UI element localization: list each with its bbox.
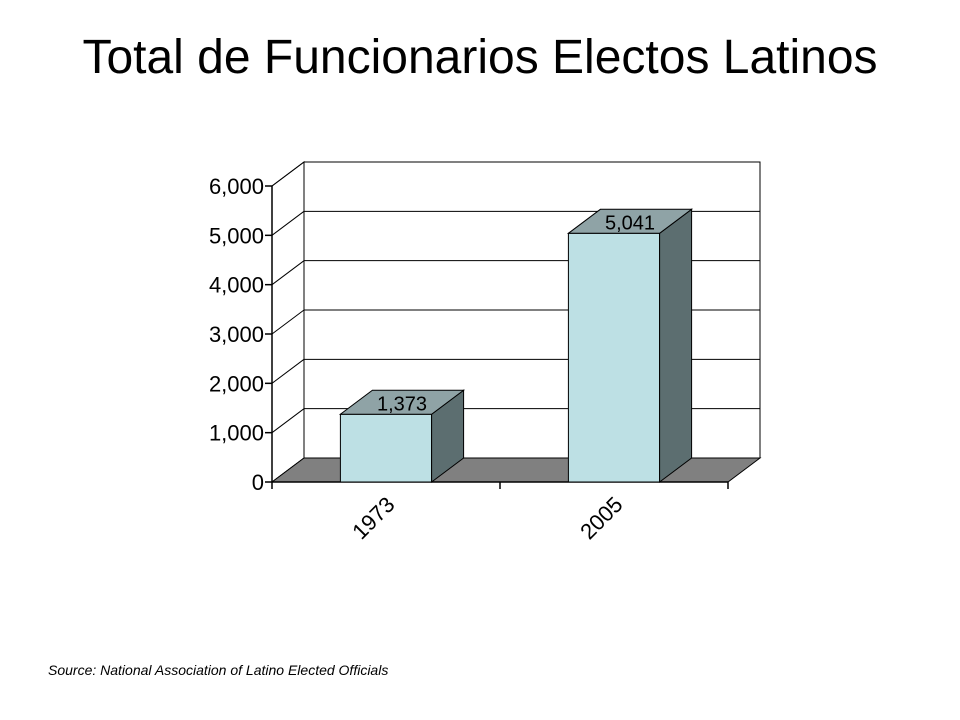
y-tick-label: 4,000 bbox=[209, 273, 264, 298]
x-tick-label-1973: 1973 bbox=[347, 492, 399, 544]
y-tick-label: 5,000 bbox=[209, 223, 264, 248]
gridline-side bbox=[271, 260, 305, 286]
bar-top-2005 bbox=[566, 208, 694, 234]
bar-top-1973 bbox=[338, 389, 466, 415]
gridline-side bbox=[271, 309, 305, 335]
gridline-side bbox=[271, 161, 305, 187]
chart-title: Total de Funcionarios Electos Latinos bbox=[82, 31, 878, 84]
x-tick-label-2005: 2005 bbox=[575, 492, 627, 544]
y-axis: 0 1,000 2,000 3,000 4,000 5,000 6,000 bbox=[209, 174, 273, 495]
bars bbox=[338, 208, 694, 483]
y-tick-label: 0 bbox=[252, 470, 264, 495]
data-label-2005: 5,041 bbox=[605, 212, 655, 234]
source-note: Source: National Association of Latino E… bbox=[48, 662, 389, 678]
bar-front-1973 bbox=[339, 413, 433, 483]
bar-front-2005 bbox=[567, 232, 661, 483]
gridline-side bbox=[271, 408, 305, 434]
bar-side-2005 bbox=[659, 208, 693, 483]
data-labels: 1,373 5,041 bbox=[377, 212, 655, 415]
x-axis: 1973 2005 bbox=[271, 481, 729, 544]
gridline-side bbox=[271, 358, 305, 384]
y-tick-label: 2,000 bbox=[209, 371, 264, 396]
y-tick-label: 6,000 bbox=[209, 174, 264, 199]
data-label-1973: 1,373 bbox=[377, 393, 427, 415]
y-tick-label: 1,000 bbox=[209, 421, 264, 446]
y-tick-label: 3,000 bbox=[209, 322, 264, 347]
gridline-side bbox=[271, 210, 305, 236]
